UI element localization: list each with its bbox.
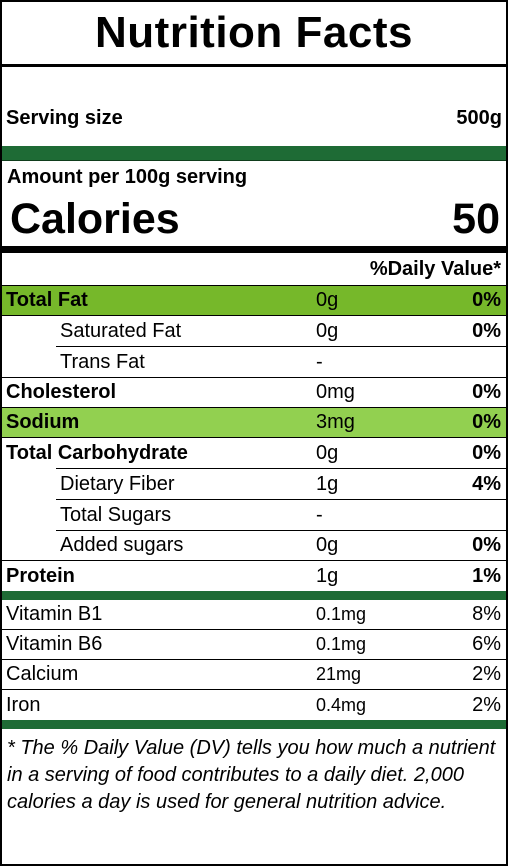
vitamin-name: Calcium	[6, 663, 79, 685]
vitamin-dv: 6%	[472, 633, 501, 655]
calories-row: Calories 50	[2, 192, 506, 246]
calories-divider	[2, 246, 506, 253]
vitamin-row-b6: Vitamin B6 0.1mg 6%	[2, 630, 506, 660]
sub-divider	[56, 468, 506, 469]
nutrient-amount: -	[316, 503, 323, 526]
vitamin-amount: 21mg	[316, 664, 362, 684]
nutrient-row-cholesterol: Cholesterol 0mg 0%	[2, 378, 506, 408]
vitamin-dv: 2%	[472, 663, 501, 685]
nutrient-name: Trans Fat	[60, 350, 145, 373]
nutrient-row-protein: Protein 1g 1%	[2, 561, 506, 591]
nutrient-amount: 0g	[316, 289, 339, 311]
nutrient-dv: 0%	[472, 319, 501, 342]
calories-label: Calories	[10, 194, 180, 243]
vitamin-name: Vitamin B6	[6, 633, 103, 655]
sub-divider	[56, 346, 506, 347]
nutrient-dv: 0%	[472, 381, 501, 403]
sub-divider	[56, 499, 506, 500]
nutrient-row-total-sugars: Total Sugars -	[2, 500, 506, 530]
serving-size-value: 500g	[456, 107, 502, 129]
nutrient-dv: 0%	[472, 534, 501, 556]
vitamin-dv: 2%	[472, 693, 501, 716]
vitamin-amount: 0.1mg	[316, 634, 367, 654]
daily-value-footnote: * The % Daily Value (DV) tells you how m…	[7, 737, 496, 813]
nutrient-dv: 4%	[472, 472, 501, 495]
nutrient-name: Total Carbohydrate	[6, 441, 188, 464]
title-divider	[2, 64, 506, 67]
nutrient-row-saturated-fat: Saturated Fat 0g 0%	[2, 316, 506, 346]
calories-value: 50	[452, 194, 500, 243]
nutrient-name: Protein	[6, 564, 75, 587]
vitamin-amount: 0.1mg	[316, 604, 367, 624]
vitamin-row-b1: Vitamin B1 0.1mg 8%	[2, 600, 506, 630]
row-divider	[2, 377, 506, 378]
label-title: Nutrition Facts	[95, 8, 413, 57]
nutrient-amount: 0g	[316, 534, 339, 556]
vitamin-name: Iron	[6, 693, 41, 716]
vitamins-divider	[2, 591, 506, 600]
nutrient-amount: 0g	[316, 441, 339, 464]
nutrient-name: Added sugars	[60, 534, 184, 556]
serving-size-label: Serving size	[6, 107, 123, 129]
nutrient-row-total-fat: Total Fat 0g 0%	[2, 286, 506, 316]
nutrient-row-trans-fat: Trans Fat -	[2, 347, 506, 377]
nutrient-dv: 0%	[472, 289, 501, 311]
nutrient-name: Saturated Fat	[60, 319, 182, 342]
nutrient-row-total-carbohydrate: Total Carbohydrate 0g 0%	[2, 438, 506, 468]
serving-size-row: Serving size 500g	[2, 67, 506, 146]
nutrient-name: Total Sugars	[60, 503, 172, 526]
nutrient-row-sodium: Sodium 3mg 0%	[2, 408, 506, 438]
nutrient-dv: 0%	[472, 411, 501, 433]
nutrient-amount: -	[316, 350, 323, 373]
nutrient-name: Cholesterol	[6, 381, 117, 403]
nutrient-row-dietary-fiber: Dietary Fiber 1g 4%	[2, 469, 506, 499]
vitamin-amount: 0.4mg	[316, 694, 367, 715]
nutrient-dv: 1%	[472, 564, 501, 587]
nutrient-amount: 3mg	[316, 411, 355, 433]
nutrient-name: Sodium	[6, 411, 80, 433]
nutrient-amount: 1g	[316, 472, 339, 495]
nutrient-amount: 1g	[316, 564, 339, 587]
serving-divider	[2, 146, 506, 161]
daily-value-header: %Daily Value*	[2, 253, 506, 286]
footnote-divider	[2, 720, 506, 729]
nutrient-row-added-sugars: Added sugars 0g 0%	[2, 531, 506, 561]
vitamin-dv: 8%	[472, 603, 501, 625]
vitamin-name: Vitamin B1	[6, 603, 103, 625]
nutrient-name: Total Fat	[6, 289, 88, 311]
amount-per-serving: Amount per 100g serving	[7, 166, 248, 188]
nutrient-dv: 0%	[472, 441, 501, 464]
nutrient-amount: 0mg	[316, 381, 355, 403]
mineral-row-calcium: Calcium 21mg 2%	[2, 660, 506, 690]
nutrient-name: Dietary Fiber	[60, 472, 175, 495]
mineral-row-iron: Iron 0.4mg 2%	[2, 690, 506, 720]
sub-divider	[56, 530, 506, 531]
nutrient-amount: 0g	[316, 319, 339, 342]
